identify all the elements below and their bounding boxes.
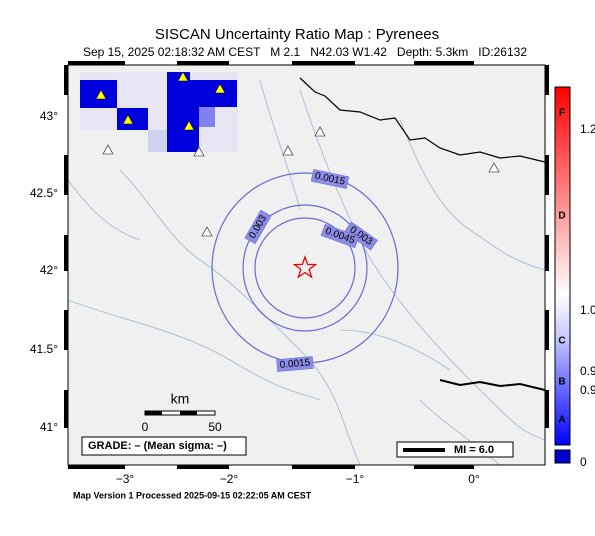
contour [242, 204, 368, 332]
coast [439, 379, 545, 391]
scale-title: km [171, 391, 190, 407]
grade-letter: C [558, 336, 565, 347]
grade-letter: A [558, 415, 565, 426]
epicenter [292, 255, 318, 279]
lon-label: −3° [116, 472, 135, 486]
lat-label: 43° [40, 109, 58, 123]
subtitle: Sep 15, 2025 02:18:32 AM CEST M 2.1 N42.… [83, 45, 527, 59]
rivers [68, 79, 545, 465]
lat-label: 42° [40, 263, 58, 277]
contour-label: 0.0015 [279, 357, 311, 371]
lat-label: 42.5° [30, 186, 58, 200]
colorbar: F D C B A 1.2 1.0 0.9 0.9 0 [554, 86, 595, 469]
used-stations [95, 71, 226, 131]
grade-letter: D [558, 211, 565, 222]
map: 0.0015 0.003 0.003 0.0045 0.0015 43° 42.… [30, 61, 549, 486]
grade-box [81, 436, 247, 456]
grade-letter: F [559, 108, 565, 119]
colorbar-label: 0 [580, 455, 587, 469]
grade-letter: B [558, 377, 565, 388]
lon-label: 0° [468, 472, 480, 486]
frame-ticks [64, 61, 549, 469]
scale-tick: 50 [208, 420, 222, 434]
lat-label: 41° [40, 420, 58, 434]
colorbar-label: 0.9 [580, 364, 595, 378]
uncertainty-cells [80, 72, 238, 152]
footer: Map Version 1 Processed 2025-09-15 02:22… [73, 490, 312, 500]
colorbar-label: 0.9 [580, 383, 595, 397]
scale-tick: 0 [142, 420, 149, 434]
lat-label: 41.5° [30, 342, 58, 356]
lon-label: −2° [220, 472, 239, 486]
lon-label: −1° [346, 472, 365, 486]
stations [102, 126, 500, 237]
grade: GRADE: – (Mean sigma: –) [88, 440, 227, 452]
mi-legend: MI = 6.0 [454, 444, 494, 456]
border [299, 77, 545, 163]
scale-bar: km 0 50 [142, 391, 222, 434]
contour [254, 217, 356, 319]
colorbar-label: 1.2 [580, 122, 595, 136]
contour-labels: 0.0015 0.003 0.003 0.0045 0.0015 [244, 169, 378, 372]
mi-legend-box [396, 441, 514, 458]
title: SISCAN Uncertainty Ratio Map : Pyrenees [155, 26, 439, 43]
colorbar-label: 1.0 [580, 303, 595, 317]
